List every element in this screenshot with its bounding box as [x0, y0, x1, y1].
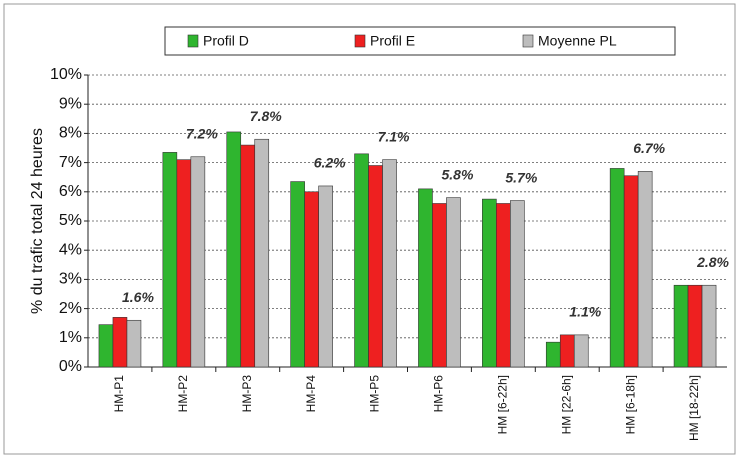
data-label: 6.2% — [314, 155, 346, 171]
x-tick-label: HM-P1 — [112, 375, 126, 413]
y-tick-label: 3% — [59, 271, 82, 288]
data-label: 7.1% — [378, 128, 410, 144]
bar — [98, 324, 114, 368]
bar — [432, 203, 447, 368]
bar — [510, 200, 525, 368]
data-label: 1.1% — [569, 304, 601, 320]
y-tick-label: 1% — [59, 329, 82, 346]
y-tick-label: 8% — [59, 125, 82, 142]
bar — [673, 284, 689, 368]
legend-label: Profil D — [203, 33, 249, 49]
bar — [112, 317, 128, 368]
data-label: 5.8% — [441, 166, 473, 182]
x-tick-label: HM-P3 — [240, 375, 254, 413]
x-tick-label: HM [22-6h] — [559, 375, 573, 434]
data-label: 5.7% — [505, 169, 537, 185]
bar — [354, 153, 369, 368]
bar — [559, 334, 575, 368]
y-tick-label: 9% — [59, 95, 82, 112]
legend-swatch — [187, 34, 199, 48]
bar — [318, 185, 333, 368]
data-label: 7.2% — [186, 125, 218, 141]
x-tick-label: HM [18-22h] — [687, 375, 701, 441]
x-tick-label: HM-P2 — [176, 375, 190, 413]
bar — [254, 138, 270, 368]
x-tick-label: HM-P5 — [368, 375, 382, 413]
bar — [126, 319, 142, 368]
bar — [609, 168, 625, 368]
bar — [162, 152, 178, 368]
data-label: 1.6% — [122, 289, 154, 305]
x-tick-label: HM [6-22h] — [496, 375, 510, 434]
bar — [418, 188, 433, 368]
bar — [623, 175, 639, 368]
bar — [368, 165, 383, 368]
x-tick-label: HM [6-18h] — [623, 375, 637, 434]
y-tick-label: 10% — [50, 66, 82, 83]
y-axis-label: % du trafic total 24 heures — [29, 128, 46, 314]
bar — [496, 203, 511, 368]
bar — [687, 284, 703, 368]
bar — [304, 191, 319, 368]
data-label: 6.7% — [633, 140, 665, 156]
legend-label: Moyenne PL — [538, 33, 617, 49]
bar — [190, 156, 206, 368]
y-tick-label: 2% — [59, 300, 82, 317]
legend-swatch — [522, 34, 534, 48]
data-label: 7.8% — [250, 108, 282, 124]
data-label: 2.8% — [696, 254, 729, 270]
y-tick-label: 4% — [59, 241, 82, 258]
legend-label: Profil E — [370, 33, 415, 49]
bar — [701, 284, 717, 368]
bar — [226, 131, 242, 368]
bar — [240, 144, 256, 368]
bar — [290, 181, 305, 368]
bar — [573, 334, 589, 368]
y-tick-label: 7% — [59, 154, 82, 171]
x-tick-label: HM-P6 — [432, 375, 446, 413]
bar — [446, 197, 461, 368]
y-tick-label: 0% — [59, 358, 82, 375]
y-tick-label: 5% — [59, 212, 82, 229]
x-tick-label: HM-P4 — [304, 375, 318, 413]
legend-swatch — [354, 34, 366, 48]
bar — [637, 171, 653, 368]
legend-box — [164, 26, 676, 56]
bar — [482, 198, 497, 368]
y-tick-label: 6% — [59, 183, 82, 200]
bar — [176, 159, 192, 368]
bar — [545, 341, 561, 368]
bar — [382, 159, 397, 368]
